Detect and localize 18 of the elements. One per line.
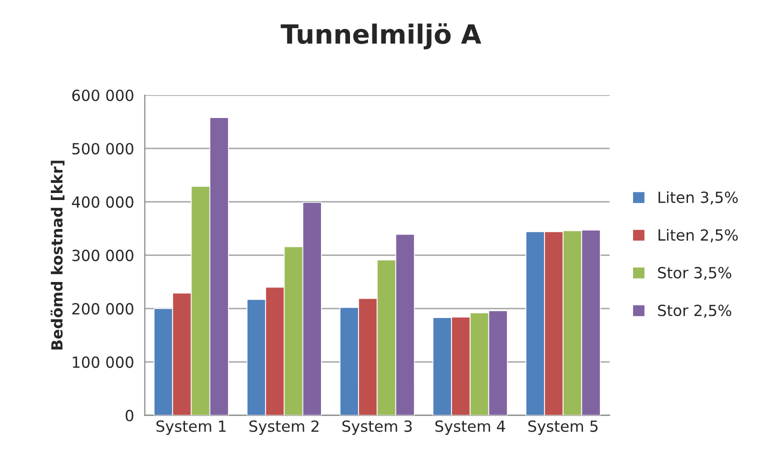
legend-label: Liten 2,5% <box>658 228 738 242</box>
legend-label: Stor 3,5% <box>658 266 732 280</box>
x-tick-label: System 1 <box>156 420 226 435</box>
y-tick-label: 100 000 <box>72 356 134 368</box>
y-tick-label: 200 000 <box>72 303 134 315</box>
y-tick-label: 300 000 <box>72 250 134 262</box>
x-tick-label: System 4 <box>435 420 506 435</box>
y-tick-label: 400 000 <box>72 196 134 208</box>
y-tick-label: 600 000 <box>72 90 134 102</box>
x-tick-label: System 5 <box>528 420 598 435</box>
legend-label: Liten 3,5% <box>658 191 738 205</box>
x-tick-label: System 3 <box>342 420 412 435</box>
chart-title: Tunnelmiljö A <box>280 23 482 50</box>
x-tick-label: System 2 <box>249 420 318 435</box>
y-tick-label: 500 000 <box>72 142 134 154</box>
legend-label: Stor 2,5% <box>658 304 732 318</box>
y-tick-label: 0 <box>126 410 134 422</box>
y-axis-title: Bedömd kostnad [kkr] <box>50 160 64 350</box>
